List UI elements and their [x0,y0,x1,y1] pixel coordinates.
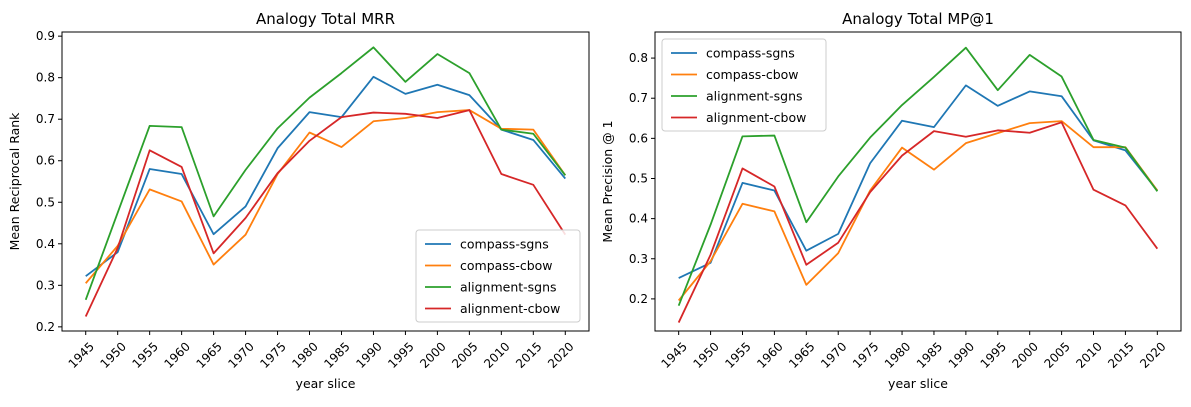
legend: compass-sgns compass-cbow alignment-sgns al… [661,38,827,132]
series-line-alignment-cbow [677,121,1159,323]
y-tick-label: 0.9 [36,29,55,43]
plot-frame [654,31,1182,332]
y-tick-label: 0.4 [36,237,55,251]
series-line-compass-cbow [677,120,1159,302]
legend-label: alignment-sgns [706,89,803,104]
y-tick-label: 0.6 [629,131,648,145]
legend-box [661,38,827,132]
y-tick-label: 0.7 [36,112,55,126]
series-line-alignment-sgns [84,46,566,301]
y-tick-label: 0.8 [629,51,648,65]
legend-label: alignment-cbow [706,110,806,125]
y-tick-label: 0.8 [36,71,55,85]
legend-label: alignment-sgns [460,280,557,295]
chart-title: Analogy Total MRR [256,10,395,28]
legend-box [415,229,581,323]
y-axis-label: Mean Reciprocal Rank [7,112,22,251]
y-tick-label: 0.2 [629,292,648,306]
y-tick-label: 0.6 [36,154,55,168]
legend-label: compass-sgns [460,237,549,252]
y-tick-label: 0.2 [36,320,55,334]
series-line-compass-sgns [678,84,1159,279]
y-tick-label: 0.5 [629,171,648,185]
legend-label: compass-cbow [460,258,553,273]
legend: compass-sgns compass-cbow alignment-sgns al… [415,229,581,323]
series-line-compass-cbow [85,109,567,284]
y-tick-label: 0.5 [36,195,55,209]
y-axis-label: Mean Precision @ 1 [600,120,615,242]
legend-label: alignment-cbow [460,301,560,316]
series-line-alignment-sgns [677,46,1159,307]
legend-label: compass-cbow [706,67,799,82]
x-axis-label: year slice [296,376,356,391]
y-tick-label: 0.3 [629,252,648,266]
series-line-compass-sgns [85,75,566,277]
y-tick-label: 0.4 [629,212,648,226]
legend-label: compass-sgns [706,46,795,61]
plot-frame [61,31,590,332]
y-tick-label: 0.3 [36,278,55,292]
x-axis-label: year slice [888,376,948,391]
chart-title: Analogy Total MP@1 [842,10,994,28]
series-line-alignment-cbow [84,109,567,317]
y-tick-label: 0.7 [629,91,648,105]
